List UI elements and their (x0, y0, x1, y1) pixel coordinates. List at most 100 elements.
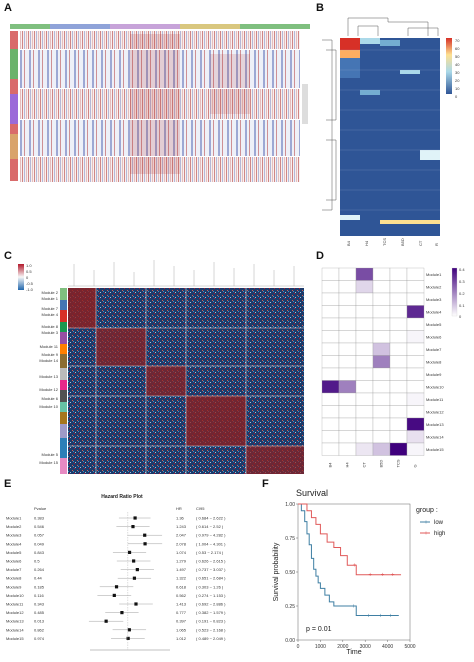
p-value: 0.546 (34, 524, 45, 529)
heatmap-cell (338, 367, 357, 381)
hr-value: 1.243 (176, 524, 187, 529)
module-label: Module 7 (42, 306, 59, 311)
x-tick-label: 1000 (315, 644, 326, 650)
ci-value: ( 0.737 ~ 3.037 ) (196, 567, 226, 572)
module-name: Module6 (6, 559, 22, 564)
module-name: Module3 (6, 533, 22, 538)
x-tick-label: 3000 (360, 644, 371, 650)
panel-a-heatmap (10, 24, 310, 182)
heatmap-cell (406, 330, 425, 344)
hr-value: 1.322 (176, 576, 187, 581)
heatmap-cell (372, 355, 391, 369)
ci-value: ( 0.53 ~ 2.174 ) (196, 550, 224, 555)
ci-value: ( 1.004 ~ 4.301 ) (196, 541, 226, 546)
censor-mark: + (352, 604, 356, 610)
module-label: Module13 (426, 422, 444, 427)
heatmap-cell (321, 380, 340, 394)
heatmap-cell (355, 317, 374, 331)
censor-mark: + (368, 573, 372, 579)
heatmap-cell (372, 280, 391, 294)
heatmap-cell (338, 330, 357, 344)
heatmap-cell (338, 405, 357, 419)
heatmap-cell (321, 267, 340, 281)
legend-tick: 40 (455, 62, 460, 67)
hr-marker (127, 550, 132, 554)
module-label: Module 3 (42, 330, 59, 335)
col-label: B4 (328, 462, 333, 468)
heatmap-cell (372, 380, 391, 394)
y-tick-label: 0.25 (285, 604, 295, 610)
heatmap-cell (372, 405, 391, 419)
svg-text:+: + (424, 520, 428, 526)
module-label: Module4 (426, 309, 442, 314)
hr-marker (132, 559, 136, 563)
module-name: Module13 (6, 619, 24, 624)
heatmap-cell (372, 317, 391, 331)
heatmap-cell (406, 317, 425, 331)
module-label: Module 1 (42, 296, 59, 301)
panel-label-c: C (4, 250, 12, 262)
heatmap-cell (389, 292, 408, 306)
header-hr: HR (176, 506, 182, 511)
heatmap-cell (372, 342, 391, 356)
module-label: Module 14 (39, 358, 58, 363)
module-label: Module 13 (39, 374, 58, 379)
heatmap-cell (338, 417, 357, 431)
hr-value: 1.413 (176, 602, 187, 607)
heatmap-cell (338, 355, 357, 369)
heatmap-cell (389, 442, 408, 456)
p-value: 0.383 (34, 516, 45, 521)
censor-mark: + (389, 614, 393, 620)
legend-tick: 70 (455, 38, 460, 43)
heatmap-cell (389, 367, 408, 381)
hr-value: 0.618 (176, 584, 187, 589)
heatmap-cell (389, 380, 408, 394)
heatmap-cell (321, 367, 340, 381)
module-label: Module11 (426, 397, 444, 402)
module-label: Module1 (426, 272, 442, 277)
panel-f-survival-plot: Survival 0 1000 2000 3000 4000 5000 0.00 0.25 0.… (273, 488, 445, 656)
module-name: Module5 (6, 550, 22, 555)
header-pvalue: Pvalue (34, 506, 47, 511)
legend-title: group : (416, 507, 438, 514)
heatmap-cell (389, 430, 408, 444)
heatmap-cell (338, 380, 357, 394)
y-tick-label: 0.50 (285, 570, 295, 576)
x-tick-label: 2000 (337, 644, 348, 650)
module-name: Module2 (6, 524, 22, 529)
hr-marker (135, 568, 139, 572)
module-label: Module10 (426, 384, 444, 389)
col-label: CT (362, 462, 367, 468)
col-label: R (434, 243, 439, 246)
module-label: Module 5 (42, 452, 59, 457)
hr-marker (112, 593, 116, 597)
p-value: 0.843 (34, 550, 45, 555)
legend-tick: 0 (455, 94, 458, 99)
legend-tick: -0.5 (26, 281, 34, 286)
panel-c-tom-heatmap: 1.0 0.5 0 -0.5 -1.0 Modu (18, 260, 304, 474)
module-label: Module 11 (40, 344, 59, 349)
heatmap-cell (406, 355, 425, 369)
heatmap-cell (355, 442, 374, 456)
hr-value: 0.397 (176, 619, 187, 624)
svg-text:+: + (424, 531, 428, 537)
panel-label-d: D (316, 250, 324, 262)
heatmap-cell (406, 405, 425, 419)
module-label: Module 9 (42, 352, 59, 357)
p-value: 0.013 (34, 619, 45, 624)
panel-label-e: E (4, 478, 12, 490)
hr-marker (143, 542, 147, 546)
legend-label: low (434, 520, 444, 526)
heatmap-cell (321, 342, 340, 356)
hr-value: 1.065 (176, 627, 187, 632)
heatmap-cell (321, 292, 340, 306)
heatmap-cell (389, 405, 408, 419)
heatmap-cell (338, 342, 357, 356)
legend-tick: 0.4 (459, 267, 465, 272)
panel-label-f: F (262, 478, 269, 490)
module-label: Module8 (426, 359, 442, 364)
hr-marker (114, 585, 119, 589)
ci-value: ( 0.651 ~ 2.684 ) (196, 576, 226, 581)
legend-tick: 30 (455, 70, 460, 75)
heatmap-cell (355, 392, 374, 406)
